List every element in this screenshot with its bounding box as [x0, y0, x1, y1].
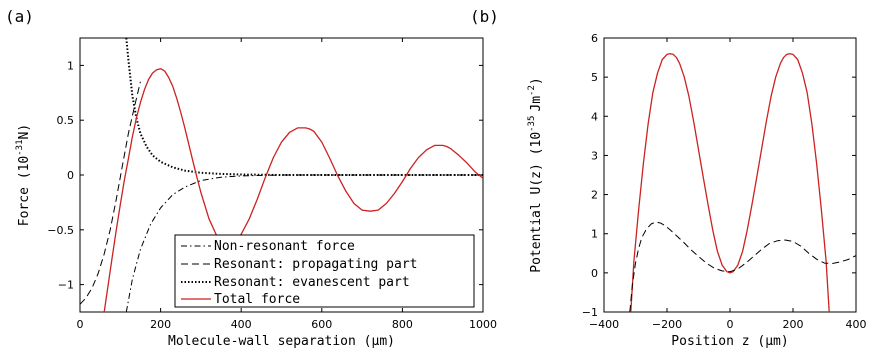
b-series-line-0	[630, 53, 830, 312]
panel-a-label: (a)	[5, 7, 34, 26]
b-xtick-label: 200	[783, 318, 804, 331]
panel-b-ticks: −400 −200 0 200 400 −1 0 1 2 3 4 5 6	[582, 32, 867, 331]
a-xtick-label: 200	[150, 318, 171, 331]
b-ytick-label: −1	[582, 306, 598, 319]
a-ytick-label: −1	[58, 279, 74, 292]
panel-a-legend: Non-resonant force Resonant: propagating…	[174, 234, 475, 308]
b-ytick-label: 2	[591, 189, 598, 202]
legend-label-non-resonant: Non-resonant force	[214, 239, 355, 254]
a-xtick-label: 1000	[469, 318, 497, 331]
legend-label-evanescent: Resonant: evanescent part	[214, 275, 410, 290]
panel-a-xlabel: Molecule-wall separation (μm)	[168, 334, 395, 349]
panel-a: (a) 0 200 400 600 800 1000 −1 −0.5 0 0.5 1 Molecul…	[5, 7, 497, 349]
a-ytick-label: 1	[67, 59, 74, 72]
panel-b-label: (b)	[470, 7, 499, 26]
a-xtick-label: 0	[77, 318, 84, 331]
a-series-line-2	[125, 38, 483, 176]
b-series-line-1	[629, 221, 856, 312]
b-xtick-label: −400	[589, 318, 619, 331]
a-xtick-label: 800	[392, 318, 413, 331]
b-xtick-label: −200	[652, 318, 682, 331]
panel-a-ylabel: Force (10-31N)	[15, 124, 32, 226]
a-ytick-label: 0.5	[57, 114, 75, 127]
b-ytick-label: 3	[591, 149, 598, 162]
b-ytick-label: 4	[591, 110, 598, 123]
panel-b-xlabel: Position z (μm)	[671, 334, 788, 349]
legend-box	[174, 234, 475, 308]
a-xtick-label: 600	[311, 318, 332, 331]
b-ytick-label: 0	[591, 267, 598, 280]
b-xtick-label: 0	[727, 318, 734, 331]
b-ytick-label: 1	[591, 228, 598, 241]
b-xtick-label: 400	[846, 318, 867, 331]
a-xtick-label: 400	[231, 318, 252, 331]
b-ytick-label: 5	[591, 71, 598, 84]
a-ytick-label: −0.5	[47, 224, 74, 237]
panel-b: (b) −400 −200 0 200 400 −1 0 1 2 3 4 5 6 Position z …	[470, 7, 867, 349]
b-ytick-label: 6	[591, 32, 598, 45]
a-series-line-1	[80, 81, 141, 305]
a-series-line-3	[103, 68, 483, 312]
panel-b-ylabel: Potential U(z) (10-35Jm-2)	[527, 77, 544, 272]
panel-a-ticks: 0 200 400 600 800 1000 −1 −0.5 0 0.5 1	[47, 38, 497, 331]
legend-label-total: Total force	[214, 292, 300, 307]
legend-label-propagating: Resonant: propagating part	[214, 257, 418, 272]
panel-a-series	[80, 38, 483, 312]
panel-b-series	[629, 53, 856, 312]
a-ytick-label: 0	[67, 169, 74, 182]
